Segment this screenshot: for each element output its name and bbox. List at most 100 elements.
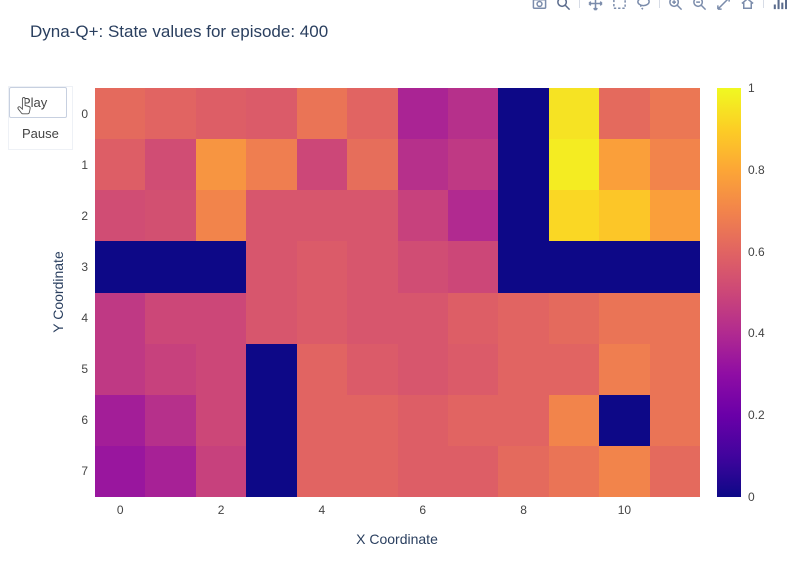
heatmap-cell <box>599 88 650 140</box>
heatmap-cell <box>498 88 549 140</box>
modebar <box>529 0 790 11</box>
heatmap-cell <box>599 139 650 191</box>
heatmap-cell <box>498 292 549 344</box>
x-tick-label: 4 <box>318 503 326 517</box>
modebar-separator <box>659 0 660 8</box>
heatmap-cell <box>548 394 600 446</box>
heatmap-cell <box>397 394 448 446</box>
heatmap-cell <box>95 394 146 446</box>
heatmap-cell <box>599 241 650 293</box>
heatmap-cell <box>95 190 146 242</box>
heatmap-cell <box>347 445 398 497</box>
x-tick-label: 0 <box>116 503 124 517</box>
reset-axes-icon[interactable] <box>737 0 758 11</box>
heatmap-cell <box>347 394 398 446</box>
heatmap-cell <box>498 394 549 446</box>
heatmap-cell <box>246 88 297 140</box>
heatmap-cell <box>649 241 700 293</box>
colorbar-tick-label: 0.6 <box>748 244 765 259</box>
heatmap-cell <box>145 190 196 242</box>
heatmap <box>95 88 700 497</box>
autoscale-icon[interactable] <box>713 0 734 11</box>
y-tick-label: 2 <box>81 208 88 223</box>
heatmap-cell <box>649 292 700 344</box>
zoom-out-icon[interactable] <box>689 0 710 11</box>
heatmap-cell <box>246 190 297 242</box>
heatmap-cell <box>145 445 196 497</box>
heatmap-cell <box>145 241 196 293</box>
heatmap-cell <box>498 343 549 395</box>
pause-button[interactable]: Pause <box>9 118 72 149</box>
heatmap-cell <box>296 139 348 191</box>
heatmap-cell <box>649 445 700 497</box>
heatmap-cell <box>296 190 348 242</box>
heatmap-cell <box>195 241 247 293</box>
heatmap-cell <box>195 139 247 191</box>
heatmap-cell <box>599 343 650 395</box>
lasso-select-icon[interactable] <box>633 0 654 11</box>
play-button[interactable]: Play <box>9 87 67 118</box>
heatmap-cell <box>145 343 196 395</box>
heatmap-cell <box>195 394 247 446</box>
heatmap-cell <box>246 445 297 497</box>
heatmap-cell <box>397 241 448 293</box>
y-tick-label: 1 <box>81 157 88 172</box>
heatmap-cell <box>195 343 247 395</box>
heatmap-cell <box>649 88 700 140</box>
x-axis-title: X Coordinate <box>356 531 438 547</box>
heatmap-cell <box>296 445 348 497</box>
heatmap-cell <box>649 394 700 446</box>
heatmap-cell <box>145 88 196 140</box>
zoom-in-icon[interactable] <box>665 0 686 11</box>
heatmap-cell <box>195 292 247 344</box>
heatmap-cell <box>599 292 650 344</box>
heatmap-cell <box>347 292 398 344</box>
heatmap-cell <box>145 394 196 446</box>
pan-icon[interactable] <box>585 0 606 11</box>
chart-title: Dyna-Q+: State values for episode: 400 <box>30 22 329 41</box>
heatmap-cell <box>447 139 499 191</box>
heatmap-cell <box>347 241 398 293</box>
heatmap-cell <box>548 445 600 497</box>
animation-controls: Play Pause <box>8 86 73 150</box>
heatmap-cell <box>649 343 700 395</box>
colorbar-tick-label: 0 <box>748 490 755 504</box>
y-tick-label: 3 <box>81 259 88 274</box>
heatmap-cell <box>548 343 600 395</box>
box-select-icon[interactable] <box>609 0 630 11</box>
heatmap-cell <box>195 445 247 497</box>
heatmap-cell <box>347 139 398 191</box>
heatmap-cell <box>195 88 247 140</box>
heatmap-cell <box>447 241 499 293</box>
heatmap-cell <box>95 292 146 344</box>
heatmap-cell <box>347 88 398 140</box>
heatmap-cell <box>397 445 448 497</box>
y-tick-label: 5 <box>81 362 88 377</box>
colorbar-tick-label: 1 <box>748 81 755 95</box>
heatmap-cell <box>95 445 146 497</box>
heatmap-cell <box>95 139 146 191</box>
y-tick-label: 4 <box>81 311 88 326</box>
heatmap-cell <box>447 292 499 344</box>
heatmap-cell <box>548 190 600 242</box>
heatmap-cell <box>498 190 549 242</box>
heatmap-cell <box>296 88 348 140</box>
heatmap-cell <box>548 88 600 140</box>
modebar-separator <box>579 0 580 8</box>
heatmap-cell <box>95 88 146 140</box>
heatmap-cell <box>246 394 297 446</box>
plotly-logo-icon[interactable] <box>769 0 790 11</box>
heatmap-cell <box>145 292 196 344</box>
heatmap-cell <box>397 292 448 344</box>
zoom-icon[interactable] <box>553 0 574 11</box>
x-tick-label: 8 <box>520 503 527 517</box>
heatmap-cell <box>548 292 600 344</box>
heatmap-cell <box>95 343 146 395</box>
download-plot-icon[interactable] <box>529 0 550 11</box>
heatmap-cell <box>548 241 600 293</box>
heatmap-cell <box>397 190 448 242</box>
modebar-separator <box>763 0 764 8</box>
x-tick-label: 10 <box>617 503 632 517</box>
plot-area[interactable] <box>95 88 700 497</box>
